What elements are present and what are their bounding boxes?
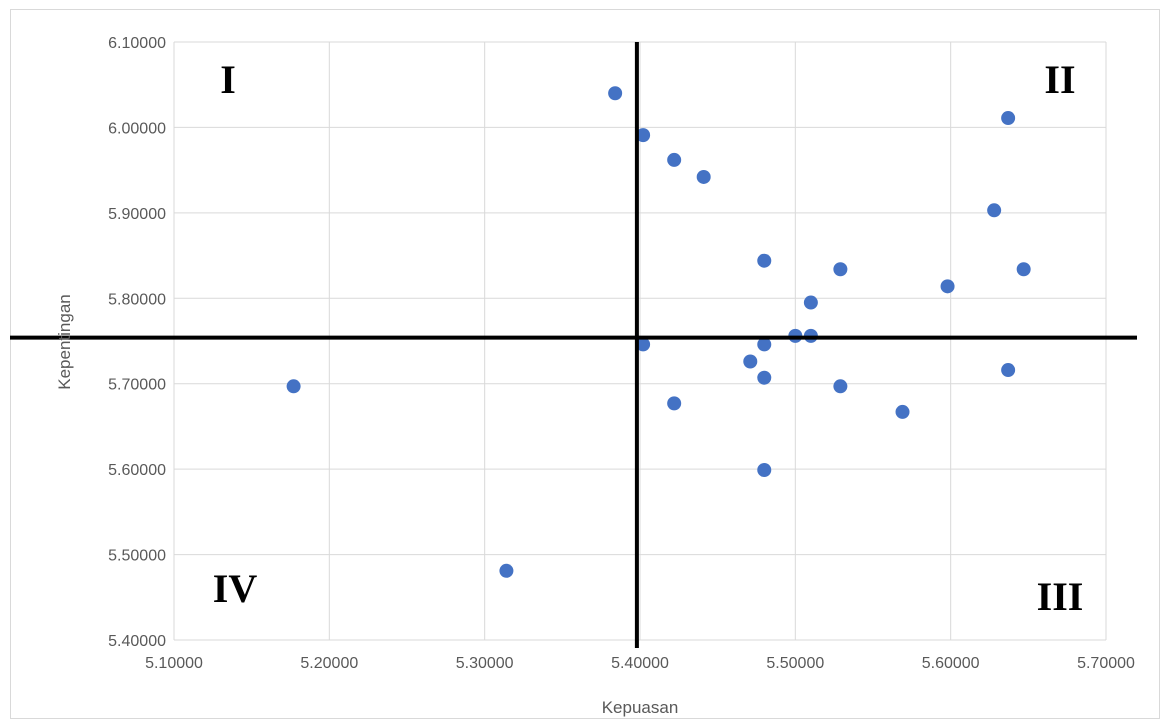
y-tick-label: 5.50000 [108, 548, 166, 565]
y-tick-label: 5.70000 [108, 377, 166, 394]
data-point [833, 379, 848, 394]
tick-labels: 5.10000 5.20000 5.30000 5.40000 5.50000 5.600… [108, 35, 1135, 672]
data-point [987, 203, 1002, 218]
x-axis-title: Kepuasan [602, 698, 679, 717]
y-tick-label: 6.00000 [108, 120, 166, 137]
data-point [1001, 111, 1016, 126]
data-point [1016, 262, 1031, 277]
data-point [757, 253, 772, 268]
data-point [286, 379, 301, 394]
data-point [636, 128, 651, 143]
data-point [940, 279, 955, 294]
x-tick-label: 5.60000 [922, 655, 980, 672]
data-point [757, 370, 772, 385]
data-point [499, 563, 514, 578]
y-tick-label: 5.40000 [108, 633, 166, 650]
data-point [1001, 363, 1016, 378]
x-tick-label: 5.10000 [145, 655, 203, 672]
quadrant-label-top-left: I [220, 57, 236, 102]
x-tick-label: 5.70000 [1077, 655, 1135, 672]
data-point [667, 396, 682, 411]
data-point [667, 152, 682, 167]
data-point [608, 86, 623, 101]
quadrant-label-top-right: II [1044, 57, 1075, 102]
y-tick-label: 5.90000 [108, 206, 166, 223]
y-axis-title: Kepentingan [55, 294, 74, 389]
data-points [286, 86, 1031, 578]
x-tick-label: 5.40000 [611, 655, 669, 672]
quadrant-label-bottom-left: IV [213, 566, 258, 611]
data-point [757, 462, 772, 477]
data-point [743, 354, 758, 369]
x-tick-label: 5.30000 [456, 655, 514, 672]
quadrant-label-bottom-right: III [1037, 574, 1084, 619]
data-point [895, 404, 910, 419]
data-point [833, 262, 848, 277]
data-point [636, 337, 651, 352]
y-tick-label: 5.60000 [108, 462, 166, 479]
y-tick-label: 6.10000 [108, 35, 166, 52]
x-tick-label: 5.20000 [300, 655, 358, 672]
grid-lines [173, 41, 1107, 641]
data-point [696, 169, 711, 184]
quadrant-dividers [10, 42, 1137, 648]
y-tick-label: 5.80000 [108, 291, 166, 308]
data-point [803, 295, 818, 310]
data-point [757, 337, 772, 352]
x-tick-label: 5.50000 [766, 655, 824, 672]
